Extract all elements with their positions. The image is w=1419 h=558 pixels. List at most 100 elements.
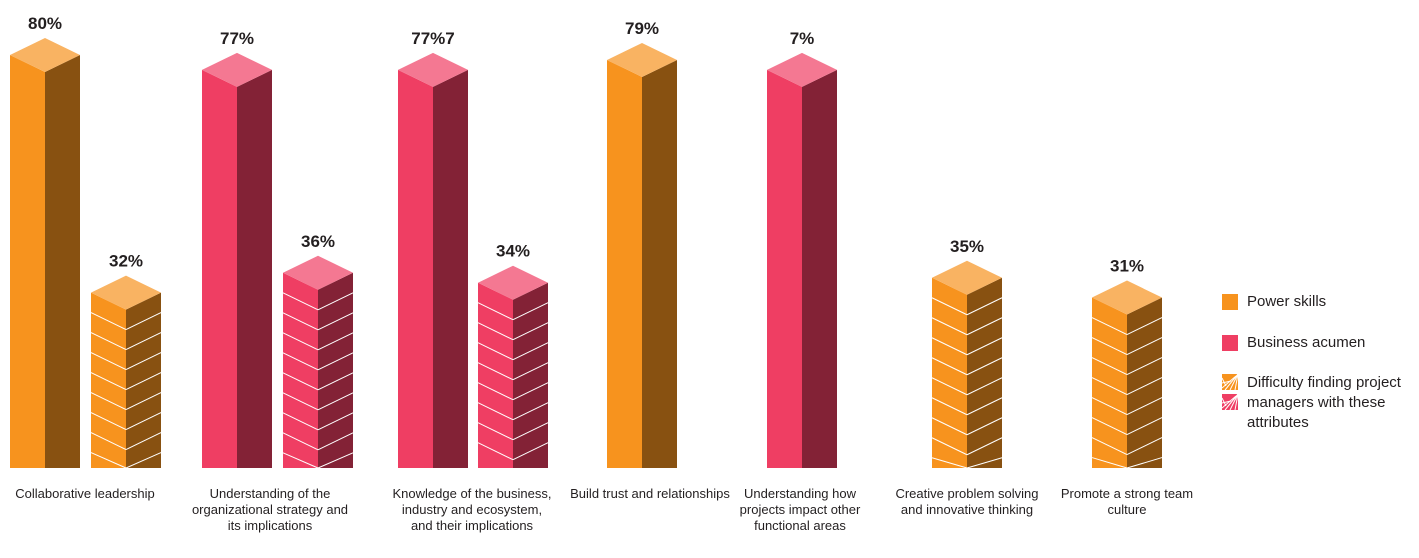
legend-label: Difficulty finding project managers with… xyxy=(1247,374,1401,431)
legend-hatch xyxy=(1221,375,1237,389)
stripe xyxy=(90,372,127,391)
stripe xyxy=(477,302,514,321)
bar-front xyxy=(10,55,45,468)
stripe xyxy=(931,397,968,416)
bar-side xyxy=(802,69,837,468)
value-label: 80% xyxy=(28,14,62,33)
bar xyxy=(931,260,1003,469)
stripe xyxy=(1091,357,1128,375)
stripe xyxy=(931,457,968,469)
value-label: 32% xyxy=(109,252,143,271)
value-label: 34% xyxy=(496,242,530,261)
stripe xyxy=(282,412,319,431)
stripe xyxy=(282,292,319,311)
bar-side xyxy=(1127,297,1162,468)
bar-top xyxy=(10,38,80,72)
legend-hatch xyxy=(1234,373,1239,391)
stripe xyxy=(966,397,1003,416)
stripe xyxy=(477,322,514,341)
stripe xyxy=(1091,397,1128,415)
stripe xyxy=(90,432,127,451)
stripe xyxy=(282,432,319,451)
stripe xyxy=(125,392,162,411)
stripe xyxy=(512,422,549,441)
stripe xyxy=(317,432,354,451)
bar-side xyxy=(45,55,80,468)
x-tick-label: Knowledge of the business, industry and … xyxy=(392,486,552,533)
stripe xyxy=(317,352,354,371)
stripe xyxy=(931,337,968,356)
stripe xyxy=(931,417,968,436)
bar-top xyxy=(1092,280,1162,315)
stripe xyxy=(512,302,549,321)
bar-front xyxy=(607,59,642,468)
bar-top xyxy=(932,260,1002,295)
bar-top xyxy=(91,275,161,310)
value-label: 35% xyxy=(950,237,984,256)
stripe xyxy=(477,442,514,461)
bar xyxy=(607,42,677,468)
stripe xyxy=(512,342,549,361)
stripe xyxy=(125,332,162,351)
stripe xyxy=(125,352,162,371)
stripe xyxy=(90,312,127,331)
bar xyxy=(282,255,354,469)
bar-front xyxy=(398,69,433,468)
stripe xyxy=(125,452,162,469)
stripe xyxy=(512,362,549,381)
bar-front xyxy=(932,277,967,468)
bar-side xyxy=(642,59,677,468)
stripe xyxy=(90,412,127,431)
stripe xyxy=(966,297,1003,316)
stripe xyxy=(125,312,162,331)
bar-front xyxy=(478,282,513,468)
stripe xyxy=(282,312,319,331)
stripe xyxy=(931,357,968,376)
stripe xyxy=(1091,417,1128,435)
stripe xyxy=(966,377,1003,396)
value-label: 79% xyxy=(625,19,659,38)
stripe xyxy=(1091,437,1128,455)
legend-hatch xyxy=(1221,395,1237,409)
stripe xyxy=(512,382,549,401)
bar-top xyxy=(767,52,837,87)
stripe xyxy=(1126,377,1163,395)
stripe xyxy=(317,392,354,411)
stripe xyxy=(966,357,1003,376)
bar-top xyxy=(283,255,353,290)
value-label: 36% xyxy=(301,232,335,251)
stripe xyxy=(317,412,354,431)
stripe xyxy=(1091,377,1128,395)
x-tick-label: Promote a strong team culture xyxy=(1060,486,1194,517)
legend-hatch xyxy=(1234,393,1239,411)
x-tick-label: Understanding how projects impact other … xyxy=(739,486,861,533)
stripe xyxy=(477,342,514,361)
stripe xyxy=(477,422,514,441)
stripe xyxy=(317,312,354,331)
bar-front xyxy=(91,292,126,468)
stripe xyxy=(282,392,319,411)
stripe xyxy=(1091,337,1128,355)
x-tick-label: Collaborative leadership xyxy=(15,486,155,501)
stripe xyxy=(125,412,162,431)
legend-hatch xyxy=(1229,393,1239,411)
stripe xyxy=(282,332,319,351)
bar xyxy=(1091,280,1163,469)
value-label: 31% xyxy=(1110,257,1144,276)
stripe xyxy=(966,437,1003,456)
bar-side xyxy=(318,272,353,468)
stripe xyxy=(317,332,354,351)
stripe xyxy=(512,442,549,461)
stripe xyxy=(90,352,127,371)
stripe xyxy=(1126,437,1163,455)
bar-top xyxy=(478,265,548,300)
bar-top xyxy=(202,52,272,87)
stripe xyxy=(477,362,514,381)
stripe xyxy=(1126,417,1163,435)
stripe xyxy=(512,402,549,421)
stripe xyxy=(931,297,968,316)
stripe xyxy=(317,372,354,391)
bar-front xyxy=(767,69,802,468)
stripe xyxy=(1091,317,1128,335)
